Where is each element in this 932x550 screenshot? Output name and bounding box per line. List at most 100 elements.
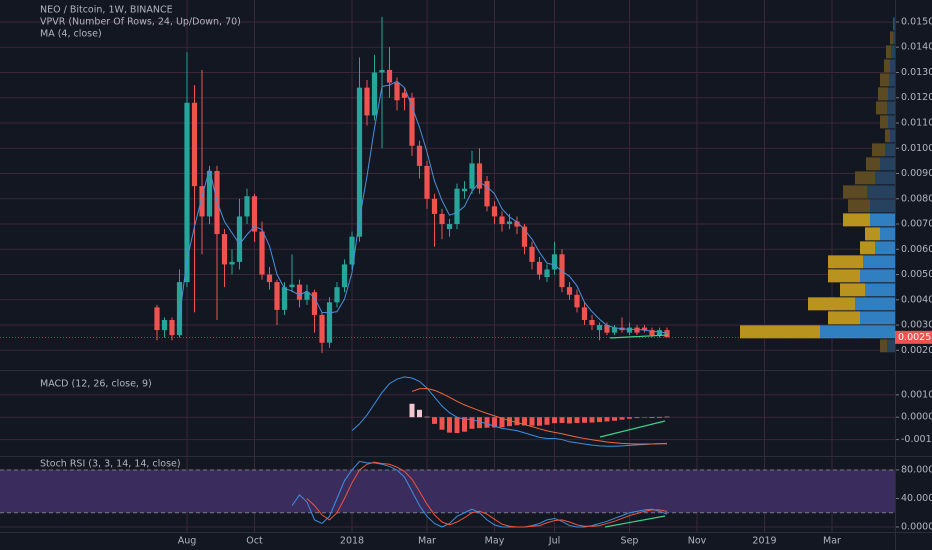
vpvr-up [865,283,895,297]
macd-histogram-bar [454,417,460,434]
candle-body [664,330,670,338]
indicator-line [411,388,667,445]
candle-body [154,307,160,331]
macd-histogram-bar [409,403,415,418]
candle-body [484,181,490,207]
candle-body [199,186,205,217]
candle-body [439,213,445,225]
macd-histogram-bar [582,417,587,423]
candle-body [536,261,543,275]
vpvr-down [843,185,867,199]
y-tick-label: 0.007000 [901,219,932,230]
price-tag [895,330,932,344]
vpvr-down [808,297,855,311]
candle-body [349,236,355,265]
candle-body [461,188,468,192]
x-tick-label: Aug [178,536,197,547]
candle-body [491,206,498,217]
candle-body [251,196,258,232]
candle-body [161,319,168,331]
candle-body [394,82,400,101]
candle-body [641,327,648,331]
candle-body [469,163,475,189]
vpvr-up [855,297,895,311]
vpvr-up [870,199,895,213]
symbol-legend: NEO / Bitcoin, 1W, BINANCE [40,5,173,16]
x-tick-label: Jul [548,536,560,547]
vpvr-up [890,59,895,73]
macd-histogram-bar [499,417,505,428]
candle-body [304,292,310,300]
candle-body [604,325,610,333]
candle-body [229,261,235,265]
macd-histogram-bar [612,417,617,421]
candle-body [649,330,655,336]
candle-body [176,282,183,336]
candle-body [514,221,520,227]
candle-body [319,314,325,343]
candle-body [244,196,250,217]
candle-body [281,287,288,310]
y-tick-label: 0.006000 [901,244,932,255]
candle-body [529,246,535,262]
candle-body [581,307,588,320]
vpvr-up [885,143,895,157]
x-tick-label: May [485,536,505,547]
vpvr-down [843,213,870,227]
candle-body [656,330,663,336]
vpvr-down [876,101,887,115]
x-tick-label: Oct [246,536,263,547]
candle-body [401,92,408,98]
y-tick-label: 0.0010 [901,389,932,400]
y-tick-label: 0.003000 [901,320,932,331]
stoch-band [0,469,895,513]
indicator-line [306,461,668,528]
vpvr-down [860,241,875,255]
y-tick-label: 0.015000 [901,16,932,27]
macd-histogram-bar [597,417,602,423]
candle-body [341,264,348,288]
y-tick-label: 0.014000 [901,42,932,53]
vpvr-up [894,17,895,31]
vpvr-up [867,185,895,199]
candle-body [551,254,558,270]
trend-line [609,334,669,339]
macd-histogram-bar [657,416,662,418]
vpvr-down [848,199,870,213]
vpvr-down [886,45,891,59]
vpvr-down [885,129,890,143]
candle-body [236,216,243,262]
macd-histogram-bar [439,417,445,430]
macd-histogram-bar [507,417,512,427]
trend-line [604,515,666,528]
y-tick-label: 0.0000 [901,412,932,423]
x-tick-label: 2019 [752,536,776,547]
macd-histogram-bar [627,417,632,419]
candle-body [409,97,415,146]
macd-histogram-bar [589,417,595,423]
macd-histogram-bar [604,417,610,422]
macd-histogram-bar [567,417,572,424]
marks-layer [0,16,895,528]
candle-body [431,198,438,214]
vpvr-up [887,101,895,115]
vpvr-up [888,87,895,101]
vpvr-down [740,325,820,339]
candle-body [566,287,573,295]
y-tick-label: -0.0010 [901,434,932,445]
vpvr-up [875,241,895,255]
vpvr-down [878,87,888,101]
indicator-line [179,80,668,334]
macd-histogram-bar [492,417,497,428]
candle-body [446,224,453,230]
vpvr-up [870,213,895,227]
macd-histogram-bar [469,417,475,429]
candle-body [454,188,460,225]
candle-body [371,72,378,116]
x-tick-label: Sep [621,536,639,547]
macd-histogram-bar [552,417,557,424]
candle-body [476,163,483,189]
candle-body [356,87,363,237]
vpvr-down [880,115,888,129]
